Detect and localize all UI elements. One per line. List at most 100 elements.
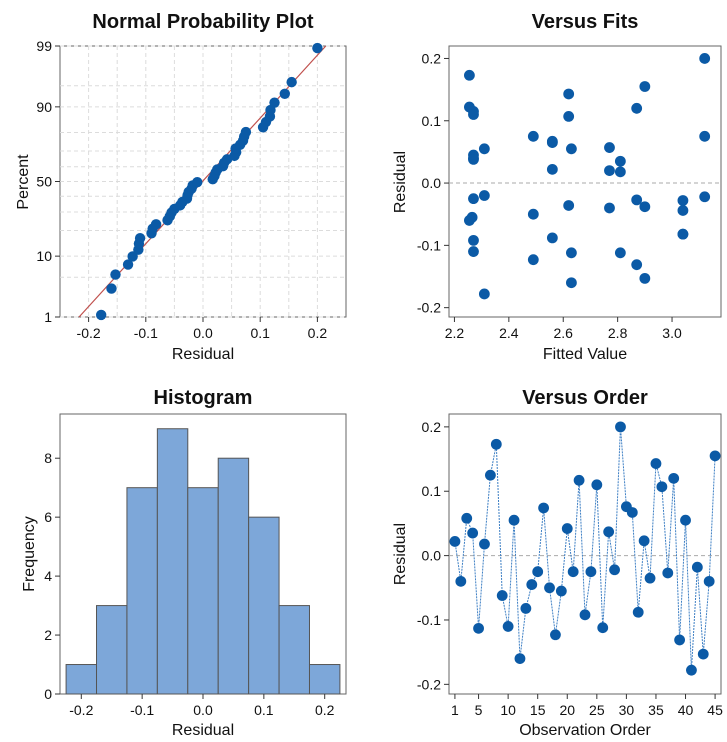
data-point [709, 450, 721, 462]
histogram-ylabel: Frequency [21, 516, 38, 592]
y-tick-label: 10 [36, 248, 52, 264]
data-point [550, 629, 561, 641]
data-point [631, 194, 643, 206]
data-point [668, 472, 680, 484]
data-point [478, 190, 490, 201]
data-point [561, 523, 573, 534]
data-point [632, 606, 644, 618]
data-point [478, 288, 490, 300]
data-point [468, 234, 479, 246]
data-point [639, 201, 651, 213]
data-point [527, 208, 539, 220]
data-point [650, 458, 662, 469]
data-point [502, 621, 514, 632]
data-point [538, 502, 550, 514]
data-point [603, 526, 615, 538]
x-tick-label: -0.2 [69, 702, 93, 718]
y-tick-label: 99 [36, 38, 52, 54]
y-tick-label: 0.1 [422, 113, 442, 129]
data-point [122, 259, 134, 270]
y-tick-label: 0.2 [422, 419, 442, 435]
y-tick-label: 8 [44, 450, 52, 466]
data-point [699, 130, 711, 142]
y-tick-label: 0.0 [422, 175, 442, 191]
data-point [680, 514, 691, 526]
data-point [127, 251, 138, 262]
data-point [639, 272, 651, 284]
data-point [110, 269, 121, 280]
x-tick-label: 0.1 [250, 325, 270, 341]
data-point [192, 177, 203, 188]
data-point [150, 219, 162, 230]
histogram-bar [96, 605, 128, 695]
normal-probability-ylabel: Percent [15, 154, 32, 210]
data-point [279, 88, 290, 99]
data-point [520, 602, 532, 614]
versus-fits-ylabel: Residual [392, 151, 409, 213]
versus-order-xlabel: Observation Order [519, 722, 651, 739]
histogram-panel: Histogram -0.2 -0.1 0.0 0.1 0.2 0 2 4 6 8 Residu… [21, 387, 347, 739]
histogram-y-ticks: 0 2 4 6 8 [44, 450, 60, 702]
data-point [566, 247, 577, 259]
data-point [464, 69, 475, 81]
versus-fits-points [464, 53, 711, 300]
y-tick-label: 0.0 [422, 548, 442, 564]
histogram-bar [308, 664, 341, 695]
data-point [691, 561, 703, 573]
y-tick-label: 4 [44, 568, 52, 584]
x-tick-label: 3.0 [662, 325, 682, 341]
versus-order-frame [448, 413, 722, 695]
histogram-bar [217, 457, 250, 695]
x-tick-label: 10 [500, 702, 516, 718]
versus-order-x-ticks: 1 5 10 15 20 25 30 35 40 45 [451, 694, 723, 718]
data-point [626, 507, 638, 518]
x-tick-label: 2.2 [445, 325, 465, 341]
data-point [699, 53, 711, 64]
histogram-bar [248, 516, 280, 695]
data-point [563, 110, 575, 122]
data-point [566, 143, 577, 155]
data-point [473, 622, 484, 634]
histogram-bar [156, 428, 189, 695]
data-point [555, 585, 567, 597]
versus-order-ylabel: Residual [392, 523, 409, 585]
data-point [604, 165, 615, 176]
versus-order-y-ticks: -0.2 -0.1 0.0 0.1 0.2 [417, 419, 449, 692]
histogram-bars [65, 428, 341, 695]
data-point [508, 514, 520, 526]
y-tick-label: -0.1 [417, 612, 441, 628]
normal-probability-xlabel: Residual [172, 346, 234, 363]
data-point [699, 191, 711, 203]
x-tick-label: -0.1 [134, 325, 158, 341]
histogram-x-ticks: -0.2 -0.1 0.0 0.1 0.2 [69, 694, 335, 718]
normal-probability-x-ticks: -0.2 -0.1 0.0 0.1 0.2 [77, 317, 327, 341]
data-point [573, 474, 585, 486]
x-tick-label: 25 [589, 702, 605, 718]
versus-fits-panel: Versus Fits 2.2 2.4 2.6 2.8 3.0 -0.2 -0.1 0.0 0… [392, 11, 722, 363]
y-tick-label: 0.1 [422, 483, 442, 499]
x-tick-label: 2.8 [608, 325, 628, 341]
data-point [615, 421, 626, 433]
normal-probability-points [95, 42, 323, 321]
y-tick-label: 0.2 [422, 50, 442, 66]
versus-order-panel: Versus Order 1 5 10 15 20 25 30 35 40 45 -0.2 -0.1… [392, 387, 723, 739]
histogram-xlabel: Residual [172, 722, 234, 739]
x-tick-label: 15 [530, 702, 546, 718]
versus-fits-x-ticks: 2.2 2.4 2.6 2.8 3.0 [445, 317, 682, 341]
data-point [467, 527, 479, 539]
data-point [639, 81, 651, 92]
data-point [95, 309, 107, 321]
data-point [468, 153, 479, 165]
x-tick-label: -0.2 [77, 325, 101, 341]
data-point [585, 566, 597, 578]
histogram-title: Histogram [154, 387, 253, 409]
data-point [312, 42, 323, 54]
data-point [496, 590, 508, 601]
data-point [677, 205, 689, 216]
normal-probability-title: Normal Probability Plot [92, 11, 313, 33]
y-tick-label: 0 [44, 686, 52, 702]
data-point [464, 215, 475, 226]
data-point [563, 88, 575, 100]
data-point [686, 664, 697, 676]
x-tick-label: 20 [559, 702, 575, 718]
